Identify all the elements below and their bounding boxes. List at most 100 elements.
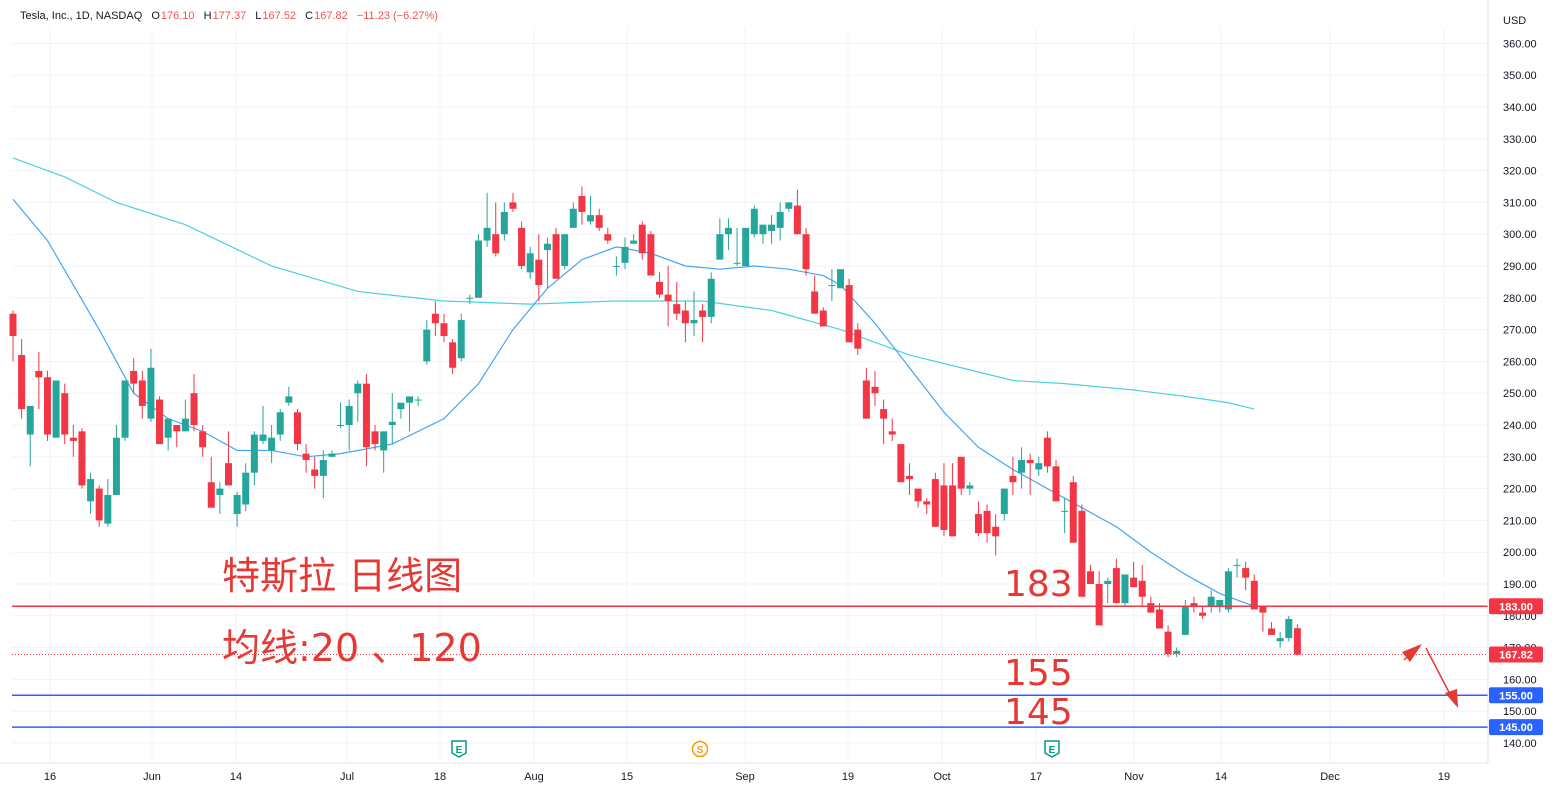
candle-body — [242, 472, 250, 505]
candle-body — [940, 485, 948, 530]
candle — [543, 237, 551, 289]
candle-body — [130, 370, 138, 384]
candle-body — [604, 234, 612, 241]
y-tick-label: 250.00 — [1503, 388, 1537, 400]
candle-body — [199, 431, 207, 448]
candle-body — [1199, 612, 1207, 616]
candle — [1224, 568, 1232, 613]
candle-body — [337, 425, 345, 426]
candle — [26, 405, 34, 467]
candle-body — [802, 234, 810, 270]
earnings-marker[interactable]: E — [1044, 740, 1060, 758]
split-marker[interactable]: S — [691, 740, 709, 758]
candle — [43, 370, 51, 441]
candle-body — [1173, 650, 1181, 654]
candle — [974, 501, 982, 537]
candle-body — [1018, 459, 1026, 473]
candle — [362, 374, 370, 467]
high-value: 177.37 — [212, 10, 247, 22]
x-tick-label: Sep — [735, 771, 755, 783]
ma-120-line — [12, 157, 1255, 410]
candle-body — [1224, 571, 1232, 610]
candle — [1285, 615, 1293, 642]
candle-body — [742, 227, 750, 266]
arrow-up-head — [1402, 644, 1422, 662]
candle — [121, 380, 129, 441]
candle — [1199, 606, 1207, 619]
candle-body — [1104, 580, 1112, 584]
candle — [1052, 459, 1060, 502]
x-tick-label: Dec — [1320, 771, 1340, 783]
candle-body — [500, 211, 508, 235]
candle-body — [69, 437, 77, 441]
candle-body — [1293, 628, 1301, 655]
candle-body — [1138, 580, 1146, 597]
candle — [293, 409, 301, 451]
candle-body — [216, 488, 224, 495]
candle-body — [1009, 475, 1017, 483]
x-tick-label: 18 — [434, 771, 446, 783]
ma-20-polyline — [12, 198, 1255, 607]
candle — [406, 396, 414, 432]
candle-body — [362, 383, 370, 448]
candle — [595, 208, 603, 232]
ma-120-polyline — [12, 157, 1255, 410]
candle — [587, 196, 595, 225]
x-tick-label: Jun — [143, 771, 161, 783]
y-tick-label: 310.00 — [1503, 197, 1537, 209]
candle — [1112, 558, 1120, 604]
candle — [742, 227, 750, 266]
candle — [1268, 622, 1276, 635]
candle — [1061, 498, 1069, 534]
candle — [1164, 625, 1172, 658]
candle — [1018, 447, 1026, 489]
candle — [250, 431, 258, 486]
candle-body — [1087, 571, 1094, 584]
candle — [811, 275, 819, 314]
candle-body — [319, 459, 327, 476]
low-label: L — [255, 10, 262, 22]
candle — [1078, 504, 1086, 597]
candle — [423, 320, 431, 365]
candle-body — [431, 313, 439, 324]
candle-body — [1026, 459, 1034, 464]
candle-body — [1095, 584, 1103, 626]
y-tick-label: 230.00 — [1503, 452, 1537, 464]
candle — [328, 450, 336, 457]
candle — [845, 278, 853, 343]
candle — [1190, 596, 1198, 613]
candle-body — [638, 224, 646, 254]
candle — [802, 227, 810, 276]
y-tick-label: 140.00 — [1503, 738, 1537, 750]
candle — [526, 246, 534, 279]
candle — [509, 192, 517, 212]
candle-body — [311, 469, 319, 476]
candle — [1035, 456, 1043, 476]
svg-text:S: S — [697, 745, 704, 756]
candle-body — [656, 281, 663, 295]
candle — [1087, 564, 1094, 584]
y-tick-label: 220.00 — [1503, 484, 1537, 496]
price-badge-145.00: 145.00 — [1489, 719, 1543, 736]
symbol-label[interactable]: Tesla, Inc., 1D, NASDAQ — [20, 10, 143, 22]
candle-body — [483, 227, 491, 241]
candle-body — [492, 234, 500, 254]
candle — [871, 370, 879, 406]
candle-body — [138, 380, 146, 406]
price-badge-bg — [1489, 646, 1543, 663]
candle-body — [259, 434, 267, 441]
candle — [612, 256, 620, 276]
candle — [52, 380, 60, 438]
candle — [104, 479, 112, 527]
candle — [630, 234, 638, 244]
earnings-marker[interactable]: E — [451, 740, 467, 758]
candle — [345, 399, 353, 451]
candle — [268, 425, 276, 464]
candle — [1138, 564, 1146, 607]
candle-body — [750, 208, 758, 235]
candle — [130, 358, 138, 394]
open-label: O — [151, 10, 160, 22]
candle — [647, 231, 655, 276]
